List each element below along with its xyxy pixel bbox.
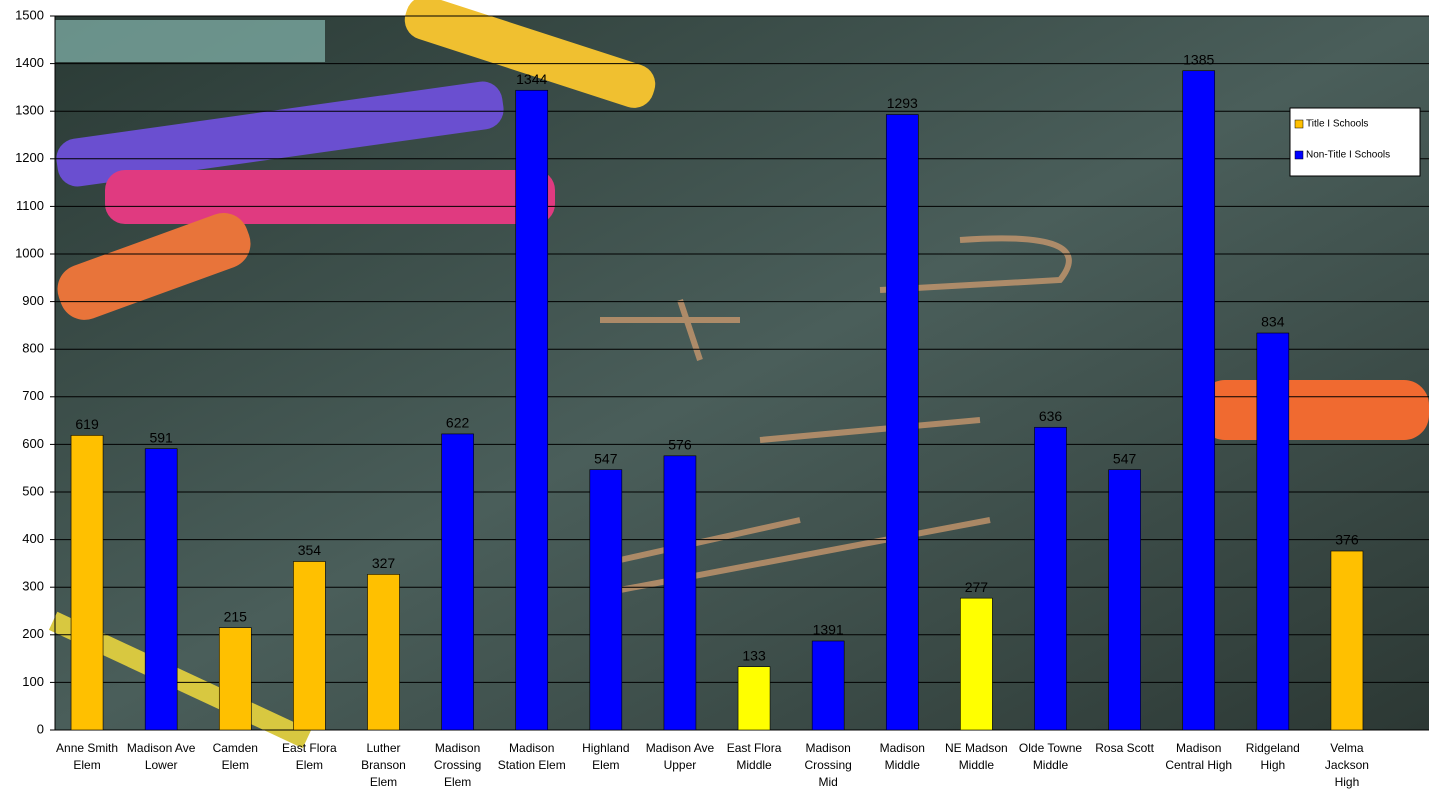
value-label: 215 (224, 608, 248, 624)
value-label: 636 (1039, 408, 1063, 424)
x-tick-label: Velma Jackson High (1324, 741, 1369, 789)
x-tick-label: Camden Elem (212, 741, 258, 772)
legend-swatch (1294, 150, 1304, 160)
bar (885, 114, 919, 731)
x-tick-label: Madison Middle (879, 741, 925, 772)
legend-label: Title I Schools (1306, 119, 1368, 130)
y-tick-label: 1200 (15, 150, 44, 165)
bar (1182, 70, 1216, 731)
value-label: 834 (1261, 314, 1285, 330)
y-tick-label: 200 (22, 626, 44, 641)
bar (1256, 332, 1290, 731)
value-label: 547 (594, 450, 618, 466)
x-tick-label: East Flora Elem (282, 741, 337, 772)
y-tick-label: 1000 (15, 245, 44, 260)
y-tick-label: 300 (22, 579, 44, 594)
value-label: 133 (742, 647, 766, 663)
bar (811, 640, 845, 731)
bar (441, 433, 474, 731)
bar (960, 597, 993, 731)
y-tick-label: 100 (22, 674, 44, 689)
y-tick-label: 1100 (16, 198, 44, 213)
y-tick-label: 900 (22, 293, 44, 308)
x-tick-label: Luther Branson Elem (361, 741, 406, 789)
y-tick-label: 0 (37, 721, 44, 736)
value-label: 591 (149, 429, 173, 445)
bar (589, 469, 623, 731)
bar (515, 89, 549, 731)
x-tick-label: Madison Central High (1165, 741, 1233, 772)
x-tick-label: Madison Ave Upper (645, 741, 715, 772)
y-tick-label: 1500 (15, 7, 44, 22)
bar (1108, 469, 1141, 731)
value-label: 376 (1335, 532, 1359, 548)
x-tick-label: Madison Station Elem (497, 741, 566, 772)
value-label: 354 (298, 542, 322, 558)
x-tick-label: Madison Crossing Elem (433, 741, 482, 789)
bar (1330, 550, 1364, 731)
x-tick-label: Olde Towne Middle (1018, 741, 1083, 772)
legend-label: Non-Title I Schools (1306, 150, 1390, 161)
x-tick-label: East Flora Middle (726, 741, 782, 772)
bar (663, 455, 697, 731)
x-tick-label: Anne Smith Elem (56, 741, 119, 772)
value-label: 1344 (516, 71, 547, 87)
y-tick-label: 1400 (15, 55, 44, 70)
bar (144, 448, 178, 731)
legend-swatch (1294, 119, 1304, 129)
value-label: 277 (965, 579, 989, 595)
bar (737, 666, 771, 731)
x-tick-label: Madison Ave Lower (126, 741, 196, 772)
y-tick-label: 600 (22, 436, 44, 451)
value-label: 1391 (813, 622, 844, 638)
x-tick-label: Rosa Scott (1095, 741, 1154, 755)
x-tick-label: Highland Elem (582, 741, 630, 772)
value-label: 619 (75, 416, 99, 432)
legend: Title I Schools Non-Title I Schools (1289, 107, 1421, 177)
y-tick-label: 500 (22, 483, 44, 498)
value-label: 1293 (887, 95, 918, 111)
bar (70, 435, 104, 731)
value-label: 1385 (1183, 51, 1214, 67)
value-label: 327 (372, 555, 396, 571)
value-label: 622 (446, 415, 470, 431)
bar (1034, 426, 1067, 731)
bar (293, 561, 326, 731)
x-tick-label: Madison Crossing Mid (804, 741, 852, 789)
bar (367, 574, 400, 731)
y-tick-label: 800 (22, 341, 44, 356)
value-label: 576 (668, 437, 692, 453)
x-tick-label: NE Madson Middle (945, 741, 1008, 772)
background (48, 0, 1429, 749)
value-label: 547 (1113, 450, 1137, 466)
y-tick-label: 1300 (15, 103, 44, 118)
x-tick-label: Ridgeland High (1245, 741, 1300, 772)
bar (218, 627, 252, 731)
y-tick-label: 700 (22, 388, 44, 403)
y-tick-label: 400 (22, 531, 44, 546)
